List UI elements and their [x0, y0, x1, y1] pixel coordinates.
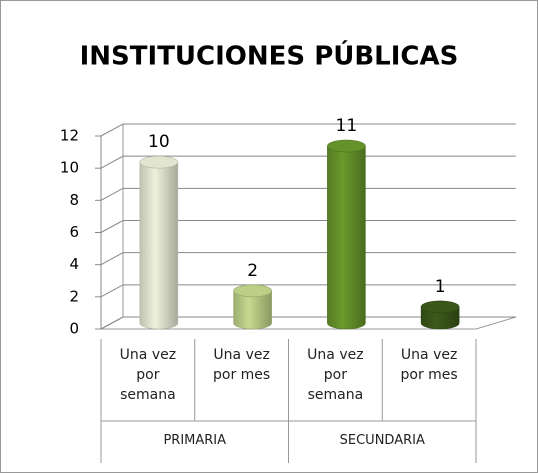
y-tick-label: 2: [69, 287, 79, 305]
grid-line: [100, 123, 516, 137]
value-label: 1: [435, 277, 446, 297]
y-tick-label: 0: [69, 320, 79, 338]
grid-line: [100, 155, 516, 169]
group-label: PRIMARIA: [163, 433, 227, 448]
bar-top: [233, 284, 272, 298]
bar-top: [327, 139, 366, 153]
chart-title: INSTITUCIONES PÚBLICAS: [80, 40, 459, 72]
grid-line: [100, 187, 516, 201]
y-tick-label: 4: [69, 255, 79, 273]
value-label: 2: [247, 261, 258, 281]
grid-line: [100, 316, 516, 330]
y-tick-label: 8: [69, 191, 79, 209]
x-tick-label: Una vez por mes: [213, 347, 271, 383]
bar: [233, 290, 272, 330]
y-tick-label: 12: [60, 127, 79, 145]
value-label: 10: [148, 132, 170, 152]
y-tick-label: 6: [69, 223, 79, 241]
bar: [139, 161, 179, 330]
y-tick-label: 10: [60, 159, 79, 177]
x-tick-label: Una vez por semana: [119, 347, 177, 403]
grid-line: [100, 252, 516, 266]
grid-line: [100, 284, 516, 298]
group-label: SECUNDARIA: [339, 433, 425, 448]
bar-top: [139, 155, 179, 169]
x-tick-label: Una vez por mes: [400, 347, 458, 383]
grid-line: [100, 220, 516, 233]
bar-top: [420, 300, 460, 314]
value-label: 11: [336, 116, 358, 136]
bar: [327, 145, 366, 330]
x-tick-label: Una vez por semana: [307, 347, 364, 403]
